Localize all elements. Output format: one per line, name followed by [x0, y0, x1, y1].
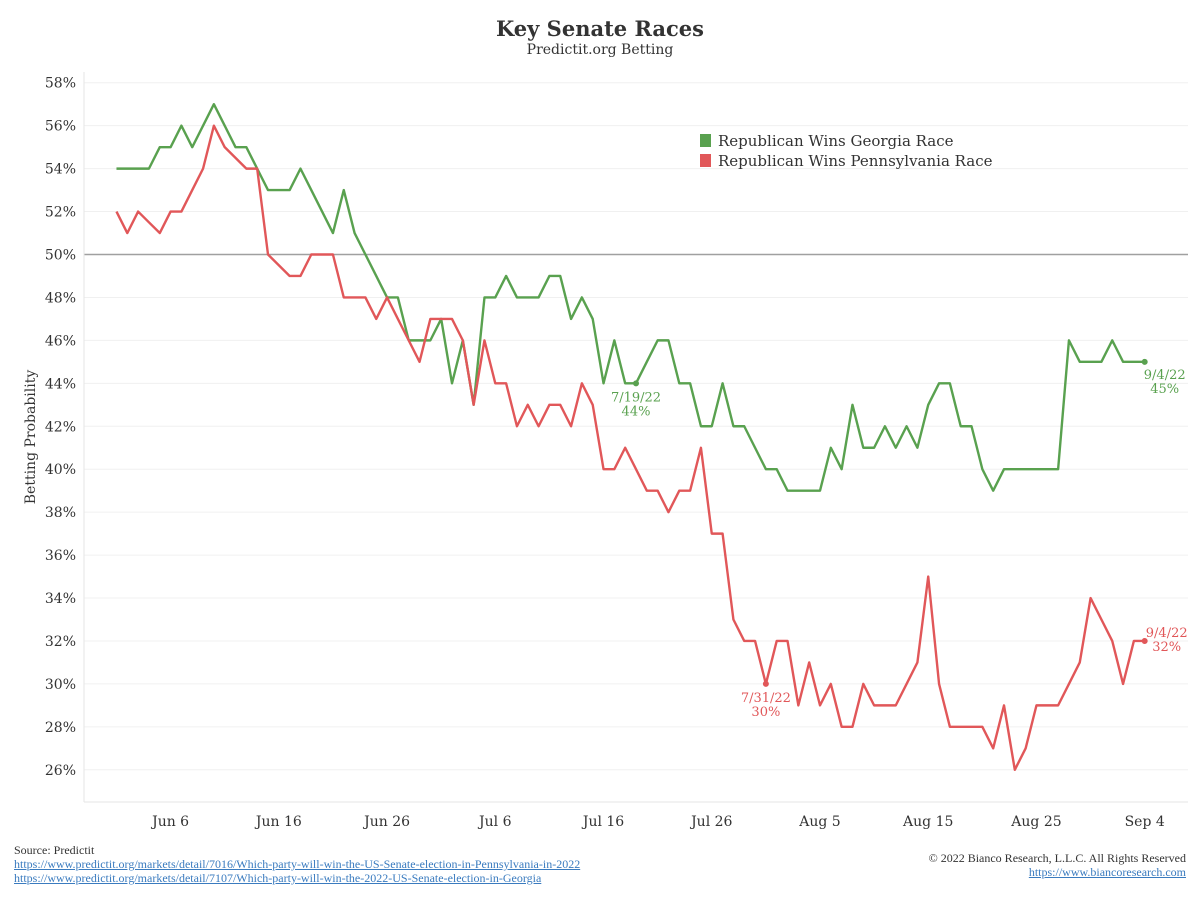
x-tick-label: Jul 6 [477, 814, 512, 830]
legend-swatch [700, 134, 711, 147]
x-tick-label: Aug 25 [1010, 814, 1061, 830]
x-tick-label: Jun 16 [254, 814, 302, 830]
y-tick-label: 28% [45, 720, 76, 736]
annotation-date-label: 9/4/22 [1144, 368, 1186, 383]
annotation-value-label: 44% [622, 404, 651, 419]
copyright-text: © 2022 Bianco Research, L.L.C. All Right… [928, 851, 1186, 865]
x-tick-label: Jul 26 [689, 814, 732, 830]
chart-title: Key Senate Races [496, 16, 704, 41]
footer-copyright: © 2022 Bianco Research, L.L.C. All Right… [929, 851, 1186, 879]
x-tick-label: Jun 6 [150, 814, 189, 830]
chart-subtitle: Predictit.org Betting [526, 42, 674, 58]
y-tick-label: 54% [45, 162, 76, 178]
annotation-date-label: 9/4/22 [1146, 626, 1188, 641]
x-tick-label: Jun 26 [362, 814, 410, 830]
y-tick-label: 32% [45, 634, 76, 650]
y-tick-label: 50% [45, 248, 76, 264]
legend-label: Republican Wins Georgia Race [718, 132, 954, 150]
y-axis-title: Betting Probability [23, 370, 39, 505]
annotation-point [1141, 358, 1148, 365]
source-label: Source: Predictit [14, 843, 95, 857]
x-tick-label: Jul 16 [581, 814, 624, 830]
annotation-value-label: 32% [1152, 640, 1181, 655]
y-tick-label: 46% [45, 333, 76, 349]
x-tick-label: Aug 15 [902, 814, 953, 830]
y-tick-label: 52% [45, 205, 76, 221]
annotation-point [762, 680, 769, 687]
y-tick-label: 26% [45, 763, 76, 779]
bianco-website-link[interactable]: https://www.biancoresearch.com [1028, 865, 1186, 879]
annotation-value-label: 30% [751, 705, 780, 720]
annotation-date-label: 7/31/22 [741, 691, 791, 706]
legend: Republican Wins Georgia Race Republican W… [700, 132, 993, 170]
y-tick-label: 48% [45, 290, 76, 306]
footer-sources: Source: Predictit https://www.predictit.… [14, 843, 580, 885]
y-tick-label: 44% [45, 376, 76, 392]
y-tick-label: 36% [45, 548, 76, 564]
y-tick-label: 42% [45, 419, 76, 435]
y-tick-label: 56% [45, 119, 76, 135]
georgia-market-link[interactable]: https://www.predictit.org/markets/detail… [14, 871, 542, 885]
y-tick-label: 40% [45, 462, 76, 478]
annotation-point [633, 380, 639, 387]
gridlines [84, 82, 1188, 771]
axes: 26% 28% 30% 32% 34% 36% 38% 40% 42% 44% 46% 48% 50% 5… [23, 72, 1188, 830]
legend-label: Republican Wins Pennsylvania Race [718, 152, 993, 170]
y-tick-label: 34% [45, 591, 76, 607]
series-lines [115, 103, 1145, 771]
y-tick-label: 30% [45, 677, 76, 693]
series-line-pennsylvania [115, 124, 1145, 771]
annotation-date-label: 7/19/22 [611, 390, 661, 405]
annotation-value-label: 45% [1150, 382, 1179, 397]
annotation-point [1141, 637, 1148, 644]
pennsylvania-market-link[interactable]: https://www.predictit.org/markets/detail… [14, 857, 581, 871]
y-tick-label: 58% [45, 76, 76, 92]
y-tick-label: 38% [45, 505, 76, 521]
x-tick-label: Aug 5 [798, 814, 840, 830]
series-line-georgia [116, 103, 1145, 492]
legend-swatch [700, 154, 711, 167]
x-tick-label: Sep 4 [1125, 814, 1165, 830]
